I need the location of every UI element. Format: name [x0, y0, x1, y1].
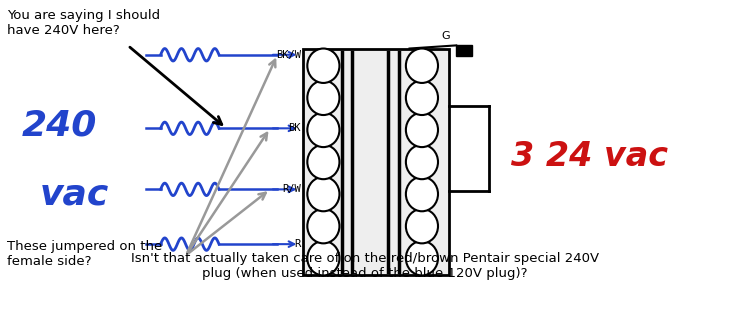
Bar [303, 49, 449, 275]
Ellipse shape [406, 81, 438, 115]
Text: BK: BK [288, 123, 301, 133]
Ellipse shape [307, 113, 339, 147]
Ellipse shape [307, 81, 339, 115]
Ellipse shape [406, 49, 438, 83]
Text: BK/W: BK/W [276, 50, 301, 60]
Bar [456, 45, 472, 56]
Text: R: R [294, 239, 301, 249]
Ellipse shape [307, 209, 339, 244]
Ellipse shape [307, 177, 339, 211]
Ellipse shape [307, 145, 339, 179]
Text: These jumpered on the
female side?: These jumpered on the female side? [7, 240, 163, 268]
Text: G: G [441, 31, 450, 41]
Text: R/W: R/W [282, 184, 301, 194]
Ellipse shape [406, 209, 438, 244]
Text: 240: 240 [22, 108, 97, 142]
Ellipse shape [307, 49, 339, 83]
Ellipse shape [406, 145, 438, 179]
Text: Isn't that actually taken care of on the red/brown Pentair special 240V
plug (wh: Isn't that actually taken care of on the… [131, 252, 599, 280]
Text: You are saying I should
have 240V here?: You are saying I should have 240V here? [7, 9, 161, 37]
Ellipse shape [406, 241, 438, 275]
Text: 3 24 vac: 3 24 vac [511, 140, 668, 173]
Ellipse shape [307, 241, 339, 275]
Text: vac: vac [40, 177, 110, 211]
Ellipse shape [406, 177, 438, 211]
Ellipse shape [406, 113, 438, 147]
